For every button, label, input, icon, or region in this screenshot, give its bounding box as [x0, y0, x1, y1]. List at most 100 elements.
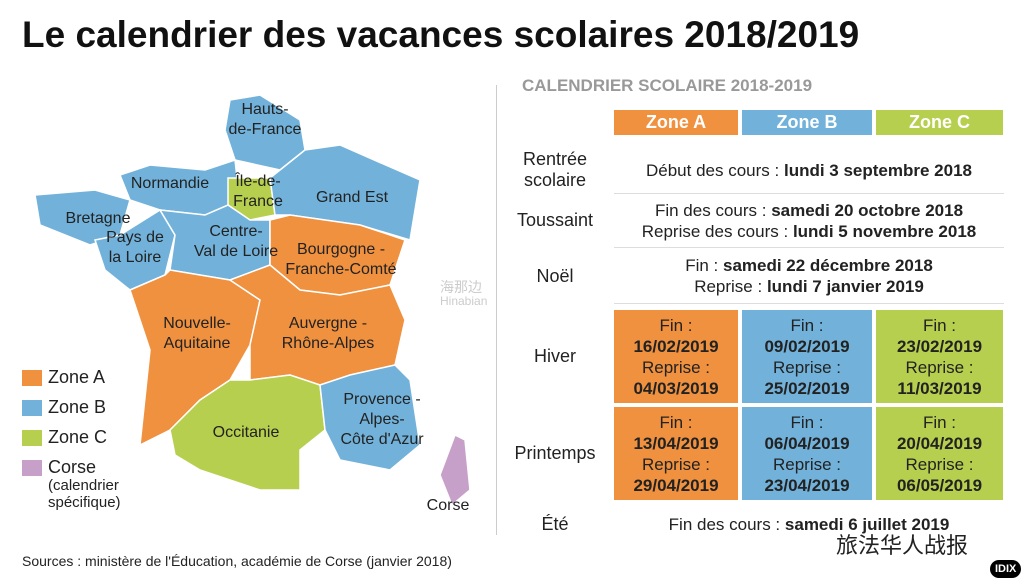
cell-line: Reprise : lundi 7 janvier 2019	[694, 276, 924, 297]
region	[94, 208, 176, 291]
cell-date: lundi 7 janvier 2019	[766, 277, 924, 296]
title: Le calendrier des vacances scolaires 201…	[22, 14, 860, 55]
cell-line: Fin des cours : samedi 20 octobre 2018	[655, 200, 963, 221]
region-label: Bourgogne -	[297, 241, 385, 258]
cell-text: Fin des cours :	[668, 514, 781, 534]
region-label: de-France	[229, 121, 302, 138]
row-label: Été	[500, 508, 610, 540]
cell-text: Reprise :	[694, 277, 763, 296]
watermark: Hinabian	[440, 294, 488, 308]
zone-cell: Fin :23/02/2019 Reprise :11/03/2019	[876, 310, 1003, 403]
region-label: Île-de-	[234, 171, 280, 190]
cell-text: Fin des cours :	[654, 200, 767, 220]
zone-cell-text: 06/05/2019	[896, 475, 983, 495]
row-label-line: Été	[541, 513, 569, 534]
legend-swatch	[22, 430, 42, 446]
legend-label: Zone C	[48, 427, 107, 447]
row-cell: Fin : samedi 22 décembre 2018 Reprise : l…	[614, 250, 1004, 302]
zone-cell-text: Reprise :	[772, 357, 842, 377]
cell-date: samedi 20 octobre 2018	[771, 200, 964, 220]
zone-cell-text: Reprise :	[641, 357, 711, 377]
region-label: Val de Loire	[194, 243, 278, 260]
zone-cell-text: 13/04/2019	[633, 433, 719, 453]
zone-cell: Fin :20/04/2019 Reprise :06/05/2019	[876, 407, 1003, 500]
row-label: Rentrée scolaire	[500, 148, 610, 192]
divider	[496, 85, 497, 535]
zone-cell-text: 11/03/2019	[897, 378, 982, 398]
region	[439, 433, 471, 507]
cell-text: Fin :	[685, 256, 719, 275]
zone-cell-text: Fin :	[922, 315, 957, 335]
region-label: Nouvelle-	[163, 315, 231, 332]
region	[319, 364, 421, 471]
region-label: Franche-Comté	[285, 261, 396, 278]
zone-header: Zone A	[614, 110, 738, 135]
region-label: Occitanie	[213, 424, 280, 441]
region	[129, 269, 261, 447]
cell-line: Fin des cours : samedi 6 juillet 2019	[669, 514, 950, 535]
zone-cell: Fin :09/02/2019 Reprise :25/02/2019	[742, 310, 872, 403]
zone-cell-text: 06/04/2019	[764, 433, 850, 453]
zone-cell-text: 25/02/2019	[764, 378, 850, 398]
region-label: Grand Est	[316, 189, 389, 206]
zone-cell-text: 29/04/2019	[633, 475, 719, 495]
region-label: France	[233, 193, 283, 210]
region-label: Bretagne	[66, 210, 131, 227]
map: Hauts-de-France Normandie Île-de- France Gra…	[22, 94, 471, 514]
region-label: Centre-	[209, 223, 262, 240]
cell-text: Début des cours :	[645, 160, 780, 180]
zone-header: Zone B	[742, 110, 872, 135]
zone-cell: Fin :13/04/2019 Reprise :29/04/2019	[614, 407, 738, 500]
source: Sources : ministère de l'Éducation, acad…	[22, 553, 452, 569]
region-label: Normandie	[131, 175, 209, 192]
row-label-line: Noël	[536, 265, 574, 286]
watermark: 海那边	[440, 279, 482, 295]
zone-cell-text: Fin :	[659, 315, 693, 335]
row-label-line: Hiver	[533, 346, 576, 366]
cell-date: samedi 22 décembre 2018	[722, 256, 933, 275]
zone-cell-text: Fin :	[922, 412, 957, 432]
cell-line: Début des cours : lundi 3 septembre 2018	[646, 160, 972, 181]
region-label: Côte d'Azur	[340, 431, 424, 448]
zone-cell-text: Fin :	[790, 315, 824, 335]
region-label: la Loire	[109, 249, 162, 266]
legend-label: Zone B	[48, 397, 106, 417]
region-label: Corse	[427, 497, 470, 514]
legend-label: Zone A	[48, 367, 105, 387]
row-cell: Fin des cours : samedi 6 juillet 2019	[614, 508, 1004, 540]
zone-cell-text: 23/02/2019	[896, 336, 983, 356]
cell-date: lundi 3 septembre 2018	[783, 160, 972, 180]
row-label-line: Toussaint	[516, 210, 594, 230]
row-separator	[614, 193, 1004, 194]
cell-date: samedi 6 juillet 2019	[784, 514, 950, 534]
row-label: Printemps	[500, 407, 610, 500]
zone-cell-text: 20/04/2019	[896, 433, 983, 453]
row-label: Hiver	[500, 310, 610, 403]
legend-swatch	[22, 460, 42, 476]
region-label: Aquitaine	[164, 335, 231, 352]
row-label-line: Rentrée	[522, 149, 588, 169]
region	[227, 177, 276, 221]
legend-swatch	[22, 400, 42, 416]
row-label: Noël	[500, 250, 610, 302]
region-label: Hauts-	[241, 101, 288, 118]
cell-line: Reprise des cours : lundi 5 novembre 201…	[642, 221, 976, 242]
zone-cell-text: Reprise :	[641, 454, 711, 474]
cell-date: lundi 5 novembre 2018	[792, 221, 977, 241]
zone-cell: Fin :16/02/2019 Reprise :04/03/2019	[614, 310, 738, 403]
region-label: Auvergne -	[289, 315, 367, 332]
legend-note: (calendrier	[48, 477, 119, 494]
zone-cell: Fin :06/04/2019 Reprise :23/04/2019	[742, 407, 872, 500]
legend-swatch	[22, 370, 42, 386]
row-label-line: Printemps	[514, 443, 596, 463]
legend-note: spécifique)	[48, 494, 121, 511]
region-label: Provence -	[343, 391, 420, 408]
zone-cell-text: Fin :	[790, 412, 824, 432]
row-cell: Fin des cours : samedi 20 octobre 2018 Re…	[614, 195, 1004, 246]
row-label-line: scolaire	[523, 170, 587, 190]
zone-cell-text: 16/02/2019	[633, 336, 719, 356]
region-label: Pays de	[106, 229, 164, 246]
cell-line: Fin : samedi 22 décembre 2018	[685, 255, 933, 276]
watermark: IDIX	[990, 560, 1022, 578]
